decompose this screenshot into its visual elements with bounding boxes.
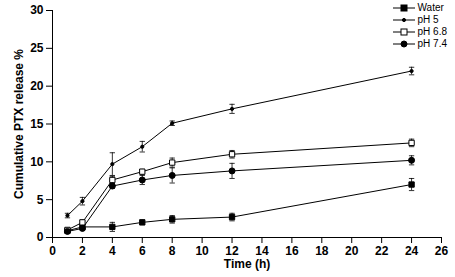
svg-text:0: 0 xyxy=(49,244,56,258)
svg-text:Cumulative PTX release %: Cumulative PTX release % xyxy=(12,49,26,199)
svg-text:30: 30 xyxy=(30,3,44,17)
svg-text:10: 10 xyxy=(195,244,209,258)
svg-text:12: 12 xyxy=(225,244,239,258)
svg-text:25: 25 xyxy=(30,41,44,55)
html-text:pH 7.4: pH 7.4 xyxy=(417,38,447,49)
svg-text:14: 14 xyxy=(255,244,269,258)
svg-text:20: 20 xyxy=(30,79,44,93)
html-text:pH 5: pH 5 xyxy=(417,14,439,25)
svg-text:6: 6 xyxy=(139,244,146,258)
svg-text:2: 2 xyxy=(79,244,86,258)
svg-text:4: 4 xyxy=(109,244,116,258)
svg-text:22: 22 xyxy=(375,244,389,258)
svg-text:26: 26 xyxy=(435,244,449,258)
svg-text:15: 15 xyxy=(30,117,44,131)
svg-text:16: 16 xyxy=(285,244,299,258)
html-text:pH 6.8: pH 6.8 xyxy=(417,26,447,37)
svg-text:18: 18 xyxy=(315,244,329,258)
html-text:Water: Water xyxy=(417,2,444,13)
svg-text:8: 8 xyxy=(169,244,176,258)
svg-text:24: 24 xyxy=(405,244,419,258)
svg-text:10: 10 xyxy=(30,155,44,169)
svg-text:20: 20 xyxy=(345,244,359,258)
svg-text:5: 5 xyxy=(37,193,44,207)
svg-text:0: 0 xyxy=(37,230,44,244)
svg-text:Time (h): Time (h) xyxy=(224,257,270,271)
